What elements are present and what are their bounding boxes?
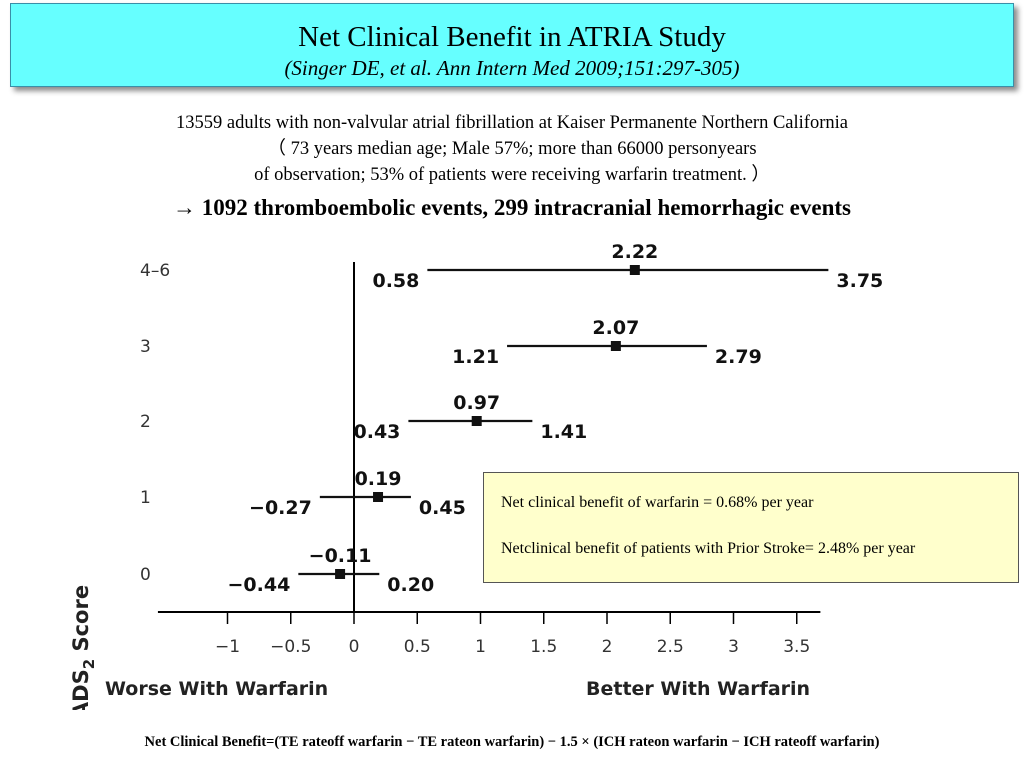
title-banner: Net Clinical Benefit in ATRIA Study (Sin… [10,3,1014,87]
estimate-label: 0.19 [355,468,402,490]
point-estimate-marker [471,416,482,426]
y-category-label: 2 [140,412,151,432]
lower-bound-label: −0.44 [228,574,291,596]
y-axis-title: CHADS2 Score [69,585,98,710]
study-observation-text: of observation; 53% of patients were rec… [254,165,770,185]
x-tick-label: 2.5 [657,637,684,657]
upper-bound-label: 1.41 [540,421,587,443]
slide-title: Net Clinical Benefit in ATRIA Study [298,21,726,53]
upper-bound-label: 3.75 [836,270,883,292]
point-estimate-marker [335,569,346,579]
x-tick-label: 3 [728,637,739,657]
net-benefit-note-overall: Net clinical benefit of warfarin = 0.68%… [501,494,814,511]
y-category-label: 4–6 [140,261,170,281]
upper-bound-label: 0.45 [419,497,466,519]
upper-bound-label: 0.20 [387,574,434,596]
estimate-label: −0.11 [309,545,372,567]
x-tick-label: 0 [349,637,360,657]
estimate-label: 0.97 [453,392,500,414]
x-tick-label: 1.5 [530,637,557,657]
point-estimate-marker [610,341,621,351]
net-benefit-formula: Net Clinical Benefit=(TE rateoff warfari… [144,734,880,750]
net-benefit-note-prior-stroke: Netclinical benefit of patients with Pri… [501,540,916,557]
estimate-label: 2.07 [592,317,639,339]
study-population-text: 13559 adults with non-valvular atrial fi… [176,113,848,133]
study-demographics-text: （ 73 years median age; Male 57%; more th… [267,139,757,159]
x-axis-title-worse: Worse With Warfarin [105,678,328,700]
point-estimate-marker [629,265,640,275]
x-tick-label: −1 [215,637,240,657]
x-tick-label: 0.5 [404,637,431,657]
upper-bound-label: 2.79 [715,346,762,368]
y-category-label: 3 [140,337,151,357]
forest-plot: −1 −0.5 0 0.5 1 1.5 2 2.5 3 3.5 4–6 2.22 0.58 3.75 3 2.… [69,241,883,710]
y-category-label: 1 [140,488,151,508]
point-estimate-marker [373,492,384,502]
citation-subtitle: (Singer DE, et al. Ann Intern Med 2009;1… [284,56,740,80]
lower-bound-label: 1.21 [452,346,499,368]
lower-bound-label: −0.27 [249,497,312,519]
x-tick-label: 3.5 [783,637,810,657]
x-axis-title-better: Better With Warfarin [586,678,810,700]
x-tick-label: 2 [602,637,613,657]
y-category-label: 0 [140,565,151,585]
lower-bound-label: 0.43 [354,421,401,443]
estimate-label: 2.22 [611,241,658,263]
lower-bound-label: 0.58 [372,270,419,292]
net-benefit-note-box: Net clinical benefit of warfarin = 0.68%… [483,472,1019,583]
x-tick-label: 1 [475,637,486,657]
x-tick-label: −0.5 [270,637,311,657]
events-summary-text: → 1092 thromboembolic events, 299 intrac… [173,195,851,220]
